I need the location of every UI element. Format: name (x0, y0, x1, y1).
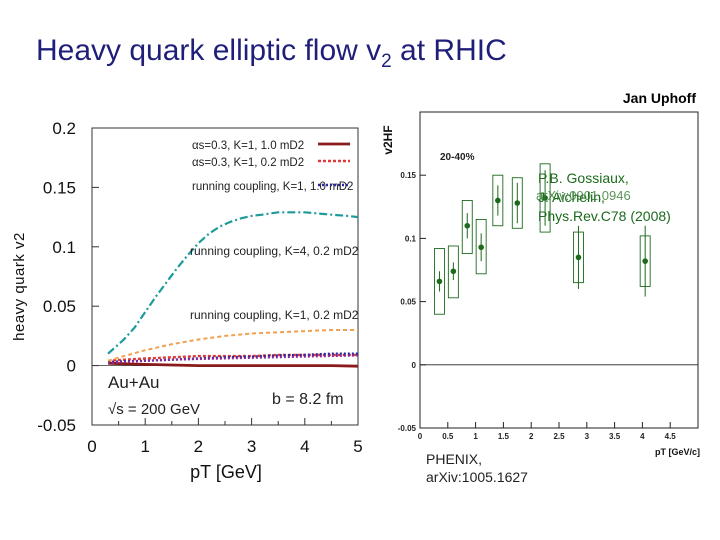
data-point (464, 222, 471, 229)
model-curve (107, 354, 359, 365)
legend-entry-label: αs=0.3, K=1, 1.0 mD2 (192, 140, 304, 152)
reference-gossiaux-journal: Phys.Rev.C78 (2008) (538, 208, 671, 224)
model-curve (107, 329, 358, 362)
page-title: Heavy quark elliptic flow v2 at RHIC (36, 34, 507, 73)
chart-annotation: running coupling, K=4, 0.2 mD2 (190, 244, 359, 258)
right-x-tick-label: 3.5 (609, 432, 621, 441)
reference-gossiaux-arxiv: arXiv:0901.0946 (536, 188, 631, 203)
systematic-error-box (447, 245, 459, 299)
right-x-tick-label: 2 (529, 432, 534, 441)
systematic-error-box (475, 218, 487, 275)
model-curve (107, 352, 358, 364)
data-point (514, 200, 521, 206)
systematic-error-box (434, 248, 445, 315)
data-point (495, 197, 501, 204)
reference-gossiaux-coauthor: J. Aichelin, (538, 189, 605, 205)
right-x-tick-label: 1.5 (498, 432, 510, 441)
author-name: Jan Uphoff (622, 90, 696, 106)
data-point (450, 268, 457, 275)
left-y-axis-label: heavy quark v2 (11, 232, 28, 341)
data-point (436, 278, 443, 285)
left-y-tick-label: -0.05 (37, 416, 76, 435)
right-y-tick-label: 0 (412, 361, 417, 370)
reference-phenix-collab: PHENIX, (426, 451, 483, 467)
left-y-tick-label: 0.05 (43, 297, 76, 316)
left-y-tick-label: 0 (67, 357, 76, 376)
right-y-tick-label: 0.1 (405, 234, 417, 243)
right-x-tick-label: 2.5 (553, 432, 565, 441)
left-y-tick-label: 0.1 (52, 238, 76, 257)
data-point (575, 254, 582, 261)
title-subscript: 2 (381, 51, 392, 72)
systematic-error-box (492, 174, 504, 227)
systematic-error-box (461, 200, 473, 255)
left-x-tick-label: 3 (247, 437, 256, 456)
model-curve (107, 361, 359, 368)
reference-phenix: PHENIX, arXiv:1005.1627 (426, 450, 528, 486)
model-curve (107, 211, 359, 355)
left-y-tick-label: 0.2 (52, 119, 76, 138)
legend-entry-label: running coupling, K=1, 1.0 mD2 (192, 181, 353, 193)
data-point (542, 195, 548, 201)
left-x-tick-label: 5 (353, 437, 362, 456)
title-tail: at RHIC (391, 34, 507, 67)
data-point (642, 258, 648, 264)
right-x-tick-label: 4 (640, 432, 645, 441)
title-main: Heavy quark elliptic flow v (36, 34, 382, 67)
left-chart: -0.05 0 0.05 0.1 0.15 0.2 0 1 2 3 4 5 heavy quark v2… (11, 119, 363, 482)
data-point (478, 244, 484, 251)
right-x-tick-label: 4.5 (665, 432, 677, 441)
chart-annotation: b = 8.2 fm (272, 391, 344, 408)
reference-gossiaux-author: P.B. Gossiaux, (538, 170, 629, 186)
left-x-tick-label: 0 (87, 437, 96, 456)
systematic-error-box (511, 177, 523, 229)
right-x-tick-label: 0.5 (442, 432, 454, 441)
right-x-tick-label: 1 (473, 432, 478, 441)
chart-annotation: Au+Au (108, 373, 160, 392)
left-x-tick-label: 2 (194, 437, 203, 456)
centrality-label: 20-40% (440, 152, 475, 163)
right-y-tick-label: 0.05 (400, 298, 416, 307)
left-x-axis-label: pT [GeV] (190, 462, 262, 482)
reference-gossiaux: P.B. Gossiaux, J. Aichelin, Phys.Rev.C78… (538, 170, 671, 225)
left-x-tick-label: 1 (140, 437, 149, 456)
right-x-tick-label: 3 (585, 432, 590, 441)
right-x-tick-label: 0 (418, 432, 423, 441)
left-y-tick-label: 0.15 (43, 178, 76, 197)
legend-entry-label: αs=0.3, K=1, 0.2 mD2 (192, 157, 304, 169)
reference-phenix-arxiv: arXiv:1005.1627 (426, 469, 528, 485)
right-y-tick-label: 0.15 (400, 171, 416, 180)
chart-annotation: running coupling, K=1, 0.2 mD2 (190, 308, 359, 322)
right-x-axis-label: pT [GeV/c] (655, 447, 700, 457)
left-x-tick-label: 4 (300, 437, 309, 456)
chart-annotation: √s = 200 GeV (108, 401, 200, 418)
right-y-tick-label: -0.05 (398, 424, 417, 433)
systematic-error-box (539, 163, 551, 233)
right-y-axis-label: v2HF (381, 125, 395, 154)
